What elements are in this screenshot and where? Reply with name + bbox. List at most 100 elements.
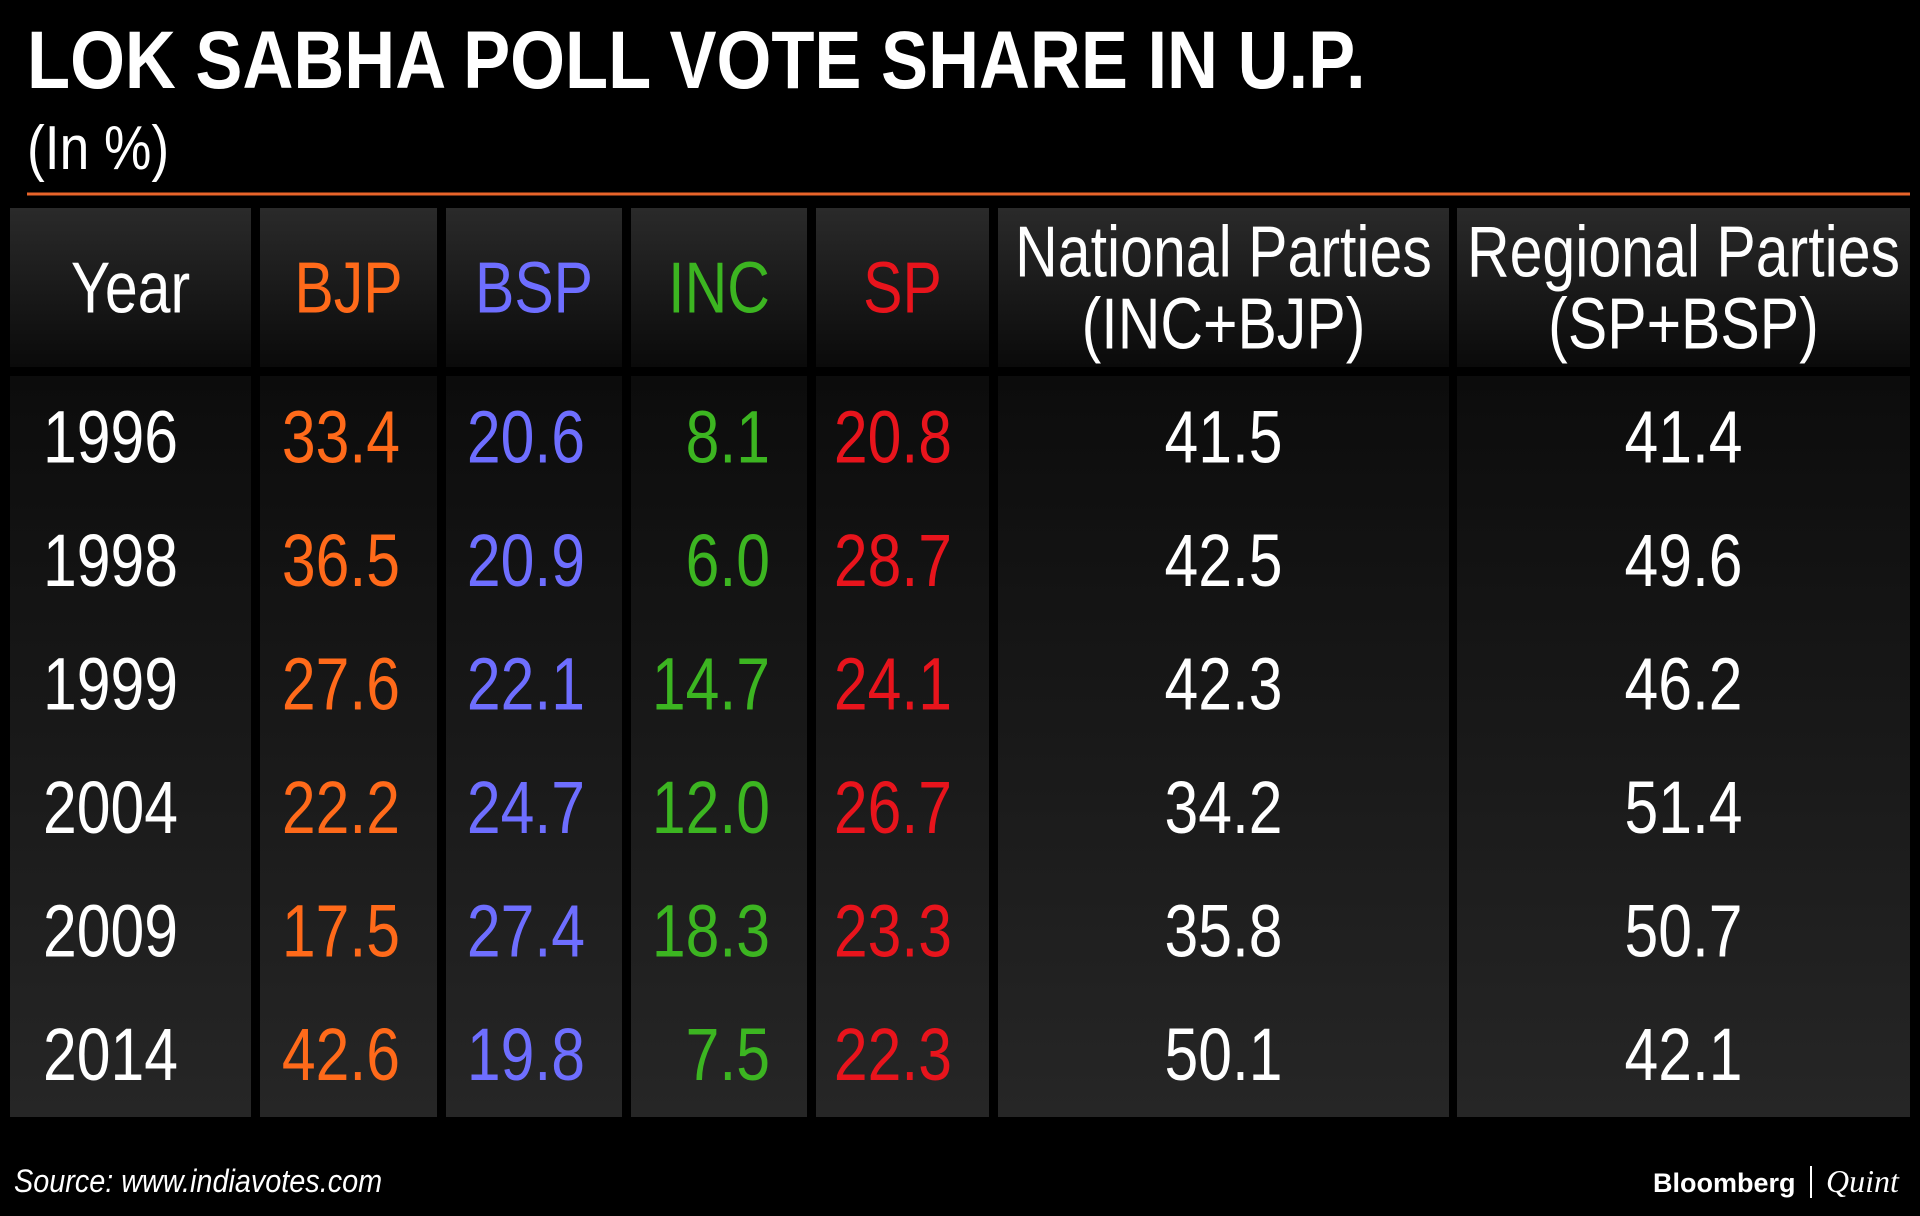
column-header-group: Regional Parties <box>1467 211 1900 292</box>
cell-group: 41.5 <box>1164 397 1282 479</box>
cell: 27.4 <box>467 891 585 973</box>
cell-group: 20.9 <box>467 520 585 602</box>
column-header: INC <box>668 247 770 328</box>
cell: 20.8 <box>834 397 952 479</box>
column-panel <box>631 376 807 1117</box>
cell-group: 36.5 <box>282 520 400 602</box>
cell: 22.3 <box>834 1014 952 1096</box>
column-header: Regional Parties <box>1467 211 1900 292</box>
cell-group: 42.6 <box>282 1014 400 1096</box>
row-label: 1999 <box>43 644 178 726</box>
cell-group: 51.4 <box>1624 767 1742 849</box>
cell-group: 14.7 <box>652 644 770 726</box>
subtitle: (In %) <box>27 114 169 183</box>
cell: 20.6 <box>467 397 585 479</box>
header-cell <box>260 208 437 367</box>
column-panel <box>1457 376 1910 1117</box>
cell: 20.9 <box>467 520 585 602</box>
column-header-group: INC <box>668 247 770 328</box>
cell-group: 19.8 <box>467 1014 585 1096</box>
column-header: Year <box>71 247 190 328</box>
cell-group: 22.2 <box>282 767 400 849</box>
cell: 50.7 <box>1624 891 1742 973</box>
cell-group: 42.3 <box>1164 644 1282 726</box>
cell: 34.2 <box>1164 767 1282 849</box>
cell: 22.2 <box>282 767 400 849</box>
column-header-group: National Parties <box>1015 211 1432 292</box>
cell-group: 20.8 <box>834 397 952 479</box>
cell-group: 6.0 <box>686 520 770 602</box>
cell: 33.4 <box>282 397 400 479</box>
column-header: (INC+BJP) <box>1082 283 1366 364</box>
row-label: 1998 <box>43 520 178 602</box>
cell: 42.6 <box>282 1014 400 1096</box>
cell-group: 24.7 <box>467 767 585 849</box>
brand2: Quint <box>1826 1163 1900 1199</box>
cell-group: 28.7 <box>834 520 952 602</box>
cell: 19.8 <box>467 1014 585 1096</box>
cell: 28.7 <box>834 520 952 602</box>
cell-group: 49.6 <box>1624 520 1742 602</box>
cell-group: 27.6 <box>282 644 400 726</box>
header-cell <box>816 208 989 367</box>
brand: Bloomberg <box>1653 1168 1796 1198</box>
column-header-group: BJP <box>294 247 402 328</box>
row-label: 2009 <box>43 891 178 973</box>
cell-group: 20.6 <box>467 397 585 479</box>
cell: 42.3 <box>1164 644 1282 726</box>
cell-group: 12.0 <box>652 767 770 849</box>
cell: 27.6 <box>282 644 400 726</box>
cell-group: 26.7 <box>834 767 952 849</box>
column-header: National Parties <box>1015 211 1432 292</box>
column-header-group: (SP+BSP) <box>1548 283 1819 364</box>
header-cell <box>10 208 251 367</box>
cell: 24.1 <box>834 644 952 726</box>
row-label-group: 2014 <box>43 1014 178 1096</box>
column-panel <box>260 376 437 1117</box>
title: LOK SABHA POLL VOTE SHARE IN U.P. <box>27 15 1366 106</box>
row-label-group: 1999 <box>43 644 178 726</box>
cell-group: 8.1 <box>686 397 770 479</box>
cell: 51.4 <box>1624 767 1742 849</box>
cell: 42.1 <box>1624 1014 1742 1096</box>
column-header: BSP <box>475 247 593 328</box>
source: Source: www.indiavotes.com <box>14 1164 382 1200</box>
column-header-group: Year <box>71 247 190 328</box>
cell-group: 27.4 <box>467 891 585 973</box>
cell: 26.7 <box>834 767 952 849</box>
column-header-group: SP <box>863 247 942 328</box>
cell: 18.3 <box>652 891 770 973</box>
cell: 23.3 <box>834 891 952 973</box>
header-cell <box>446 208 622 367</box>
table: Year BJP BSP INC SP National Parties(INC+BJP)… <box>10 208 1910 1117</box>
row-label-group: 2009 <box>43 891 178 973</box>
cell: 14.7 <box>652 644 770 726</box>
cell-group: 50.7 <box>1624 891 1742 973</box>
cell-group: 33.4 <box>282 397 400 479</box>
column-header-group: BSP <box>475 247 593 328</box>
cell: 7.5 <box>686 1014 770 1096</box>
cell: 22.1 <box>467 644 585 726</box>
cell-group: 23.3 <box>834 891 952 973</box>
row-label: 2004 <box>43 767 178 849</box>
cell-group: 24.1 <box>834 644 952 726</box>
cell: 6.0 <box>686 520 770 602</box>
column-panel <box>446 376 622 1117</box>
column-header-group: (INC+BJP) <box>1082 283 1366 364</box>
cell-group: 42.1 <box>1624 1014 1742 1096</box>
cell-group: 22.1 <box>467 644 585 726</box>
cell: 42.5 <box>1164 520 1282 602</box>
cell: 35.8 <box>1164 891 1282 973</box>
column-panel <box>998 376 1449 1117</box>
column-header: SP <box>863 247 942 328</box>
header-cell <box>631 208 807 367</box>
cell: 8.1 <box>686 397 770 479</box>
cell-group: 46.2 <box>1624 644 1742 726</box>
cell-group: 7.5 <box>686 1014 770 1096</box>
cell: 50.1 <box>1164 1014 1282 1096</box>
column-panel <box>10 376 251 1117</box>
cell-group: 35.8 <box>1164 891 1282 973</box>
cell: 36.5 <box>282 520 400 602</box>
